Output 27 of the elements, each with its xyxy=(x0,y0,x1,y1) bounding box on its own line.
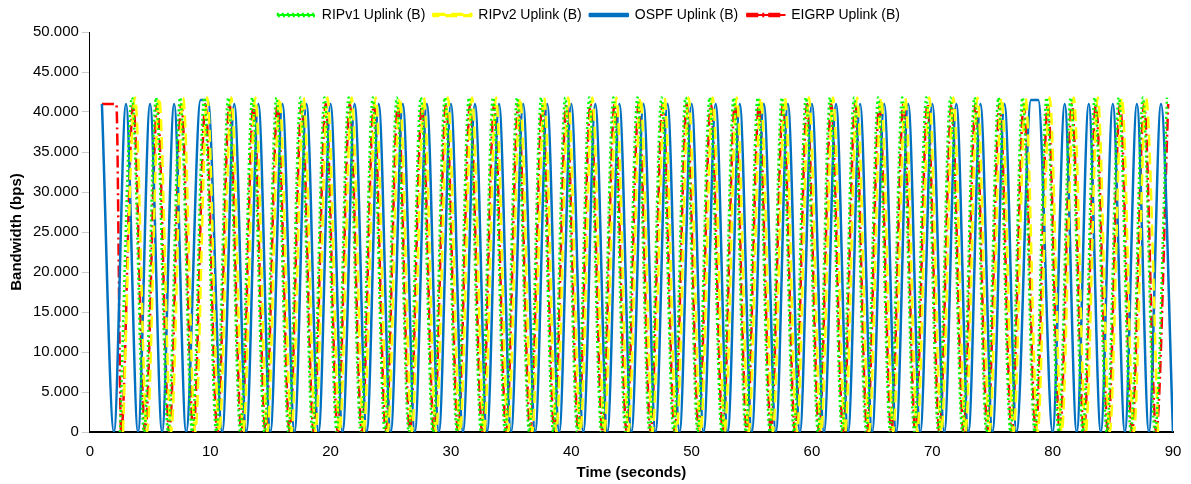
x-tick-label: 70 xyxy=(923,442,941,460)
x-tick-label: 60 xyxy=(803,442,821,460)
x-tick-label: 50 xyxy=(683,442,700,460)
y-tick-label: 10.000 xyxy=(32,342,79,360)
y-axis-title: Bandwidth (bps) xyxy=(7,173,25,291)
legend-label: RIPv1 Uplink (B) xyxy=(321,5,426,22)
y-tick-label: 0 xyxy=(70,422,79,440)
y-tick-label: 30.000 xyxy=(32,182,79,200)
y-tick-label: 40.000 xyxy=(32,102,79,120)
y-tick-label: 20.000 xyxy=(32,262,79,280)
x-tick-label: 90 xyxy=(1164,442,1182,460)
x-tick-label: 10 xyxy=(201,442,219,460)
y-tick-label: 15.000 xyxy=(32,302,79,320)
x-axis-title: Time (seconds) xyxy=(576,463,687,481)
y-tick-label: 25.000 xyxy=(32,222,79,240)
y-tick-label: 35.000 xyxy=(32,142,79,160)
legend-label: RIPv2 Uplink (B) xyxy=(478,5,582,22)
x-tick-label: 20 xyxy=(322,442,339,460)
y-tick-label: 50.000 xyxy=(32,22,79,40)
x-tick-label: 80 xyxy=(1044,442,1061,460)
x-tick-label: 0 xyxy=(85,442,95,460)
y-tick-label: 5.000 xyxy=(41,382,79,400)
x-tick-label: 40 xyxy=(562,442,580,460)
y-tick-label: 45.000 xyxy=(32,62,79,80)
legend-label: EIGRP Uplink (B) xyxy=(791,5,900,22)
legend-label: OSPF Uplink (B) xyxy=(634,5,739,22)
x-tick-label: 30 xyxy=(442,442,460,460)
